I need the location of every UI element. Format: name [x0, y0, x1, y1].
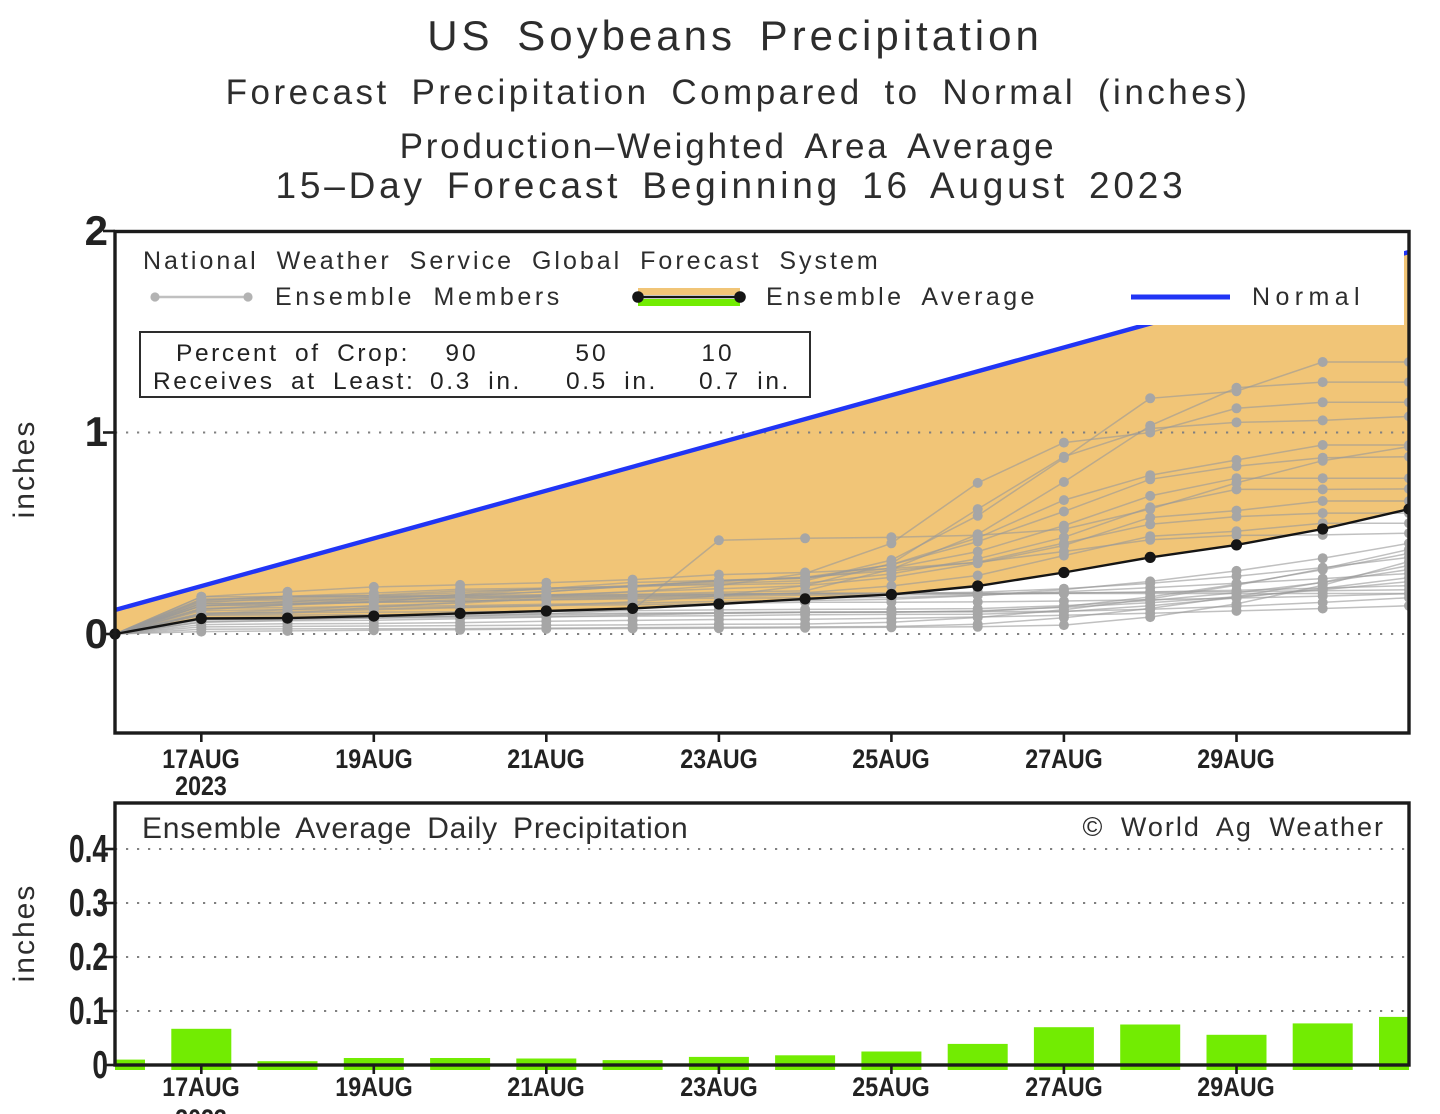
- svg-text:National Weather Service Globa: National Weather Service Global Forecast…: [143, 247, 881, 275]
- svg-text:Production–Weighted Area Avera: Production–Weighted Area Average: [400, 127, 1057, 166]
- svg-text:19AUG: 19AUG: [335, 1072, 412, 1102]
- svg-text:15–Day Forecast Beginning 16 A: 15–Day Forecast Beginning 16 August 2023: [275, 165, 1186, 206]
- svg-text:Receives at Least:: Receives at Least:: [153, 368, 415, 395]
- svg-text:0.4: 0.4: [69, 828, 108, 872]
- svg-text:21AUG: 21AUG: [507, 1072, 584, 1102]
- svg-text:Forecast Precipitation Compare: Forecast Precipitation Compared to Norma…: [226, 73, 1251, 112]
- svg-text:29AUG: 29AUG: [1197, 744, 1274, 774]
- svg-text:Ensemble Average: Ensemble Average: [766, 283, 1038, 311]
- svg-text:0.1: 0.1: [69, 990, 108, 1034]
- svg-text:1: 1: [85, 408, 108, 455]
- svg-text:2023: 2023: [175, 771, 227, 801]
- svg-text:2: 2: [85, 207, 108, 254]
- svg-text:0.5 in.: 0.5 in.: [566, 368, 658, 395]
- svg-text:10: 10: [701, 340, 734, 367]
- svg-text:inches: inches: [8, 884, 41, 983]
- svg-text:19AUG: 19AUG: [335, 744, 412, 774]
- svg-text:0.7 in.: 0.7 in.: [699, 368, 791, 395]
- svg-text:US Soybeans Precipitation: US Soybeans Precipitation: [427, 12, 1043, 59]
- svg-text:17AUG: 17AUG: [162, 744, 239, 774]
- svg-text:21AUG: 21AUG: [507, 744, 584, 774]
- svg-text:Ensemble Average Daily Precipi: Ensemble Average Daily Precipitation: [142, 812, 689, 845]
- svg-text:Ensemble Members: Ensemble Members: [275, 283, 563, 311]
- svg-text:0.2: 0.2: [69, 936, 108, 980]
- svg-text:29AUG: 29AUG: [1197, 1072, 1274, 1102]
- svg-text:17AUG: 17AUG: [162, 1072, 239, 1102]
- svg-text:25AUG: 25AUG: [852, 1072, 929, 1102]
- svg-text:27AUG: 27AUG: [1025, 744, 1102, 774]
- svg-text:inches: inches: [8, 420, 41, 519]
- svg-text:0: 0: [85, 610, 108, 657]
- svg-text:© World Ag Weather: © World Ag Weather: [1082, 812, 1385, 842]
- svg-text:2023: 2023: [175, 1104, 227, 1114]
- svg-text:25AUG: 25AUG: [852, 744, 929, 774]
- svg-text:0.3: 0.3: [69, 882, 108, 926]
- svg-text:0.3 in.: 0.3 in.: [430, 368, 522, 395]
- svg-text:23AUG: 23AUG: [680, 1072, 757, 1102]
- svg-text:23AUG: 23AUG: [680, 744, 757, 774]
- svg-text:0: 0: [92, 1044, 108, 1088]
- svg-text:Normal: Normal: [1252, 283, 1365, 311]
- svg-text:90: 90: [445, 340, 478, 367]
- svg-text:50: 50: [575, 340, 608, 367]
- svg-text:27AUG: 27AUG: [1025, 1072, 1102, 1102]
- svg-text:Percent of Crop:: Percent of Crop:: [176, 340, 410, 367]
